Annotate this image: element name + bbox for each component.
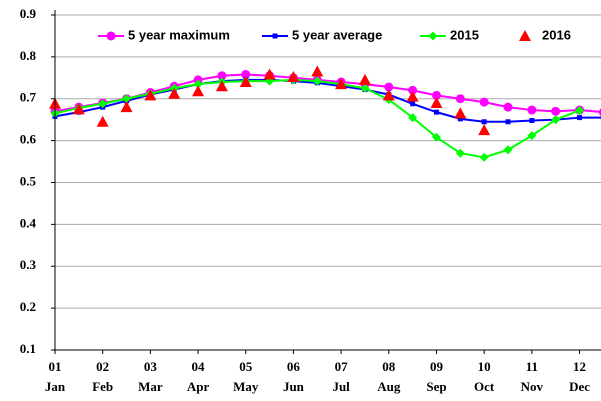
x-tick-sublabel: Mar <box>138 379 163 394</box>
marker <box>479 152 489 162</box>
y-tick-label: 0.8 <box>20 48 37 63</box>
x-tick-sublabel: Jan <box>45 379 66 394</box>
marker <box>215 80 228 92</box>
marker <box>455 94 465 104</box>
y-tick-label: 0.2 <box>20 299 36 314</box>
marker <box>122 94 132 104</box>
x-tick-label: 09 <box>430 359 444 374</box>
legend-label: 5 year maximum <box>128 27 230 42</box>
x-tick-sublabel: Feb <box>92 379 113 394</box>
x-tick-sublabel: Sep <box>426 379 446 394</box>
y-tick-label: 0.3 <box>20 257 37 272</box>
x-tick-label: 05 <box>239 359 253 374</box>
marker <box>193 79 203 89</box>
marker <box>168 87 181 99</box>
x-tick-sublabel: Aug <box>377 379 401 394</box>
marker <box>598 108 601 116</box>
marker <box>360 83 370 93</box>
marker <box>519 30 531 41</box>
x-tick-label: 01 <box>49 359 62 374</box>
marker <box>272 33 278 39</box>
marker <box>505 119 511 125</box>
series-line <box>54 78 580 159</box>
marker <box>287 70 300 82</box>
marker <box>96 115 109 127</box>
marker <box>527 105 537 115</box>
marker <box>551 106 561 116</box>
x-tick-sublabel: May <box>233 379 259 394</box>
marker <box>410 101 416 107</box>
marker <box>503 102 513 112</box>
y-tick-label: 0.4 <box>20 215 37 230</box>
y-tick-label: 0.1 <box>20 341 36 356</box>
marker <box>431 90 441 100</box>
marker <box>239 76 252 87</box>
x-tick-label: 12 <box>573 359 586 374</box>
x-tick-label: 02 <box>96 359 109 374</box>
marker <box>192 85 205 97</box>
marker <box>106 31 116 41</box>
marker <box>217 71 227 81</box>
x-tick-sublabel: Jul <box>332 379 350 394</box>
marker <box>481 119 487 125</box>
x-tick-sublabel: Apr <box>187 379 210 394</box>
x-tick-label: 07 <box>335 359 349 374</box>
marker <box>384 82 394 92</box>
marker <box>408 113 418 123</box>
marker <box>98 99 108 109</box>
marker <box>455 148 465 158</box>
marker <box>551 115 561 125</box>
marker <box>457 116 463 122</box>
x-tick-label: 06 <box>287 359 301 374</box>
marker <box>503 145 513 155</box>
legend-label: 2015 <box>450 27 479 42</box>
x-tick-sublabel: Jun <box>283 379 305 394</box>
marker <box>577 115 583 121</box>
marker <box>408 85 418 95</box>
x-tick-label: 03 <box>144 359 158 374</box>
marker <box>263 68 276 80</box>
marker <box>144 89 157 101</box>
y-tick-label: 0.7 <box>20 90 37 105</box>
x-tick-sublabel: Oct <box>474 379 495 394</box>
marker <box>406 90 419 102</box>
x-tick-label: 10 <box>478 359 491 374</box>
marker <box>311 65 324 77</box>
marker <box>433 109 439 115</box>
marker <box>428 31 438 41</box>
marker <box>72 103 85 115</box>
marker <box>478 124 491 136</box>
marker <box>431 132 441 142</box>
x-tick-label: 04 <box>192 359 206 374</box>
x-tick-label: 11 <box>526 359 538 374</box>
legend-label: 2016 <box>542 27 571 42</box>
marker <box>479 97 489 107</box>
marker <box>120 101 133 113</box>
legend-label: 5 year average <box>292 27 382 42</box>
marker <box>430 96 443 108</box>
series-line <box>54 73 601 113</box>
x-tick-sublabel: Dec <box>569 379 590 394</box>
y-tick-label: 0.5 <box>20 173 37 188</box>
x-tick-sublabel: Nov <box>521 379 544 394</box>
x-tick-label: 08 <box>382 359 396 374</box>
marker <box>575 105 585 115</box>
marker <box>312 76 322 86</box>
y-tick-label: 0.9 <box>20 6 37 21</box>
series-line <box>54 78 601 123</box>
marker <box>241 69 251 79</box>
marker <box>358 73 371 85</box>
marker <box>382 89 395 101</box>
marker <box>454 107 467 119</box>
y-tick-label: 0.6 <box>20 132 37 147</box>
marker <box>335 78 348 90</box>
marker <box>529 118 535 124</box>
marker <box>527 131 537 141</box>
